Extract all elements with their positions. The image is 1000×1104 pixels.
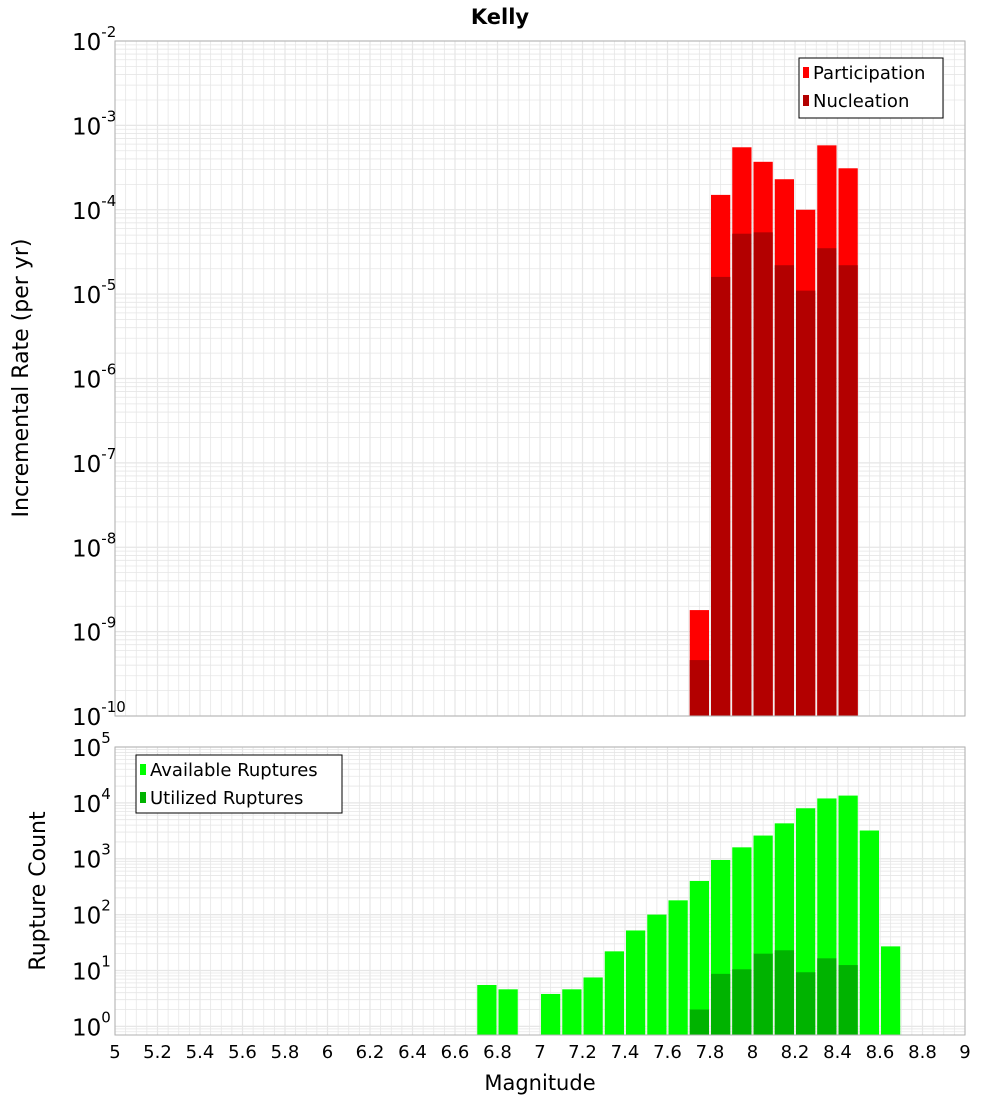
x-tick-label: 6.2 [356,1042,385,1063]
legend-swatch [140,764,146,775]
y-tick-label: 10-7 [72,445,116,478]
available-bar [689,880,709,1035]
utilized-bar [753,953,773,1035]
available-bar [668,900,688,1035]
nucleation-bar [689,660,709,716]
nucleation-bar [817,248,837,717]
plot-border [114,40,966,717]
x-tick-label: 8.6 [866,1042,895,1063]
x-tick-label: 7.8 [696,1042,725,1063]
x-tick-label: 7.6 [653,1042,682,1063]
available-bar [477,984,497,1035]
y-tick-label: 10-8 [72,529,116,562]
x-tick-label: 9 [959,1042,970,1063]
plot-border [114,746,966,1036]
x-tick-label: 6.4 [398,1042,427,1063]
y-axis-label: Incremental Rate (per yr) [9,239,34,518]
nucleation-bar [838,265,858,716]
y-tick-label: 101 [72,952,111,985]
y-tick-label: 10-6 [72,361,116,394]
available-bar [604,951,624,1035]
available-bar [562,989,582,1035]
nucleation-bar [711,276,731,716]
legend-swatch [803,67,809,78]
legend-entry: Participation [813,63,925,84]
legend-entry: Utilized Ruptures [150,788,303,809]
x-tick-label: 6.6 [441,1042,470,1063]
nucleation-bar [774,265,794,716]
available-bar [498,989,518,1035]
x-tick-label: 7.2 [568,1042,597,1063]
legend-swatch [140,792,146,803]
rate-panel: 10-10 10-9 10-8 10-7 10-6 10-5 10-4 10-3 10-2 Inc… [9,23,966,731]
legend: Participation Nucleation [798,57,944,119]
nucleation-bar [796,290,816,716]
available-bar [647,914,667,1035]
available-bar [859,830,879,1035]
legend-box [798,57,944,119]
y-tick-label: 102 [72,897,111,930]
x-tick-label: 5.6 [228,1042,257,1063]
y-tick-label: 10-5 [72,276,116,309]
available-bar [583,977,603,1035]
utilized-bar [711,973,731,1035]
x-tick-label: 8.2 [781,1042,810,1063]
x-tick-label: 7.4 [611,1042,640,1063]
x-tick-label: 8.4 [823,1042,852,1063]
legend: Available Ruptures Utilized Ruptures [135,754,343,814]
nucleation-bar [732,233,752,716]
rupture-count-panel: 100 101 102 103 104 105 Rupture Count Available… [26,729,971,1063]
utilized-bar [732,969,752,1035]
x-tick-label: 6.8 [483,1042,512,1063]
x-tick-label: 5.2 [143,1042,172,1063]
y-tick-label: 10-4 [72,192,116,225]
y-tick-label: 105 [72,729,111,762]
y-tick-label: 100 [72,1008,111,1041]
x-tick-label: 8.8 [908,1042,937,1063]
x-tick-label: 8 [747,1042,758,1063]
y-axis-label: Rupture Count [26,811,51,971]
utilized-bar [689,1009,709,1035]
x-tick-label: 5.4 [186,1042,215,1063]
x-tick-label: 6 [322,1042,333,1063]
x-tick-label: 5 [109,1042,120,1063]
utilized-bar [817,958,837,1035]
y-tick-label: 104 [72,785,111,818]
nucleation-bar [753,232,773,716]
x-tick-label: 7 [534,1042,545,1063]
legend-entry: Available Ruptures [150,760,318,781]
y-tick-label: 10-3 [72,107,116,140]
utilized-bar [796,972,816,1035]
y-tick-label: 10-9 [72,614,116,647]
y-tick-label: 10-2 [72,23,116,56]
legend-box [135,754,343,814]
utilized-bar [774,950,794,1035]
y-tick-label: 103 [72,841,111,874]
chart-title: Kelly [471,5,530,29]
y-tick-label: 10-10 [72,698,126,731]
x-tick-label: 5.8 [271,1042,300,1063]
available-bar [626,930,646,1035]
available-bar [881,946,901,1035]
utilized-bar [838,965,858,1035]
x-axis-label: Magnitude [484,1071,595,1095]
legend-swatch [803,95,809,106]
legend-entry: Nucleation [813,91,909,112]
available-bar [541,993,561,1035]
